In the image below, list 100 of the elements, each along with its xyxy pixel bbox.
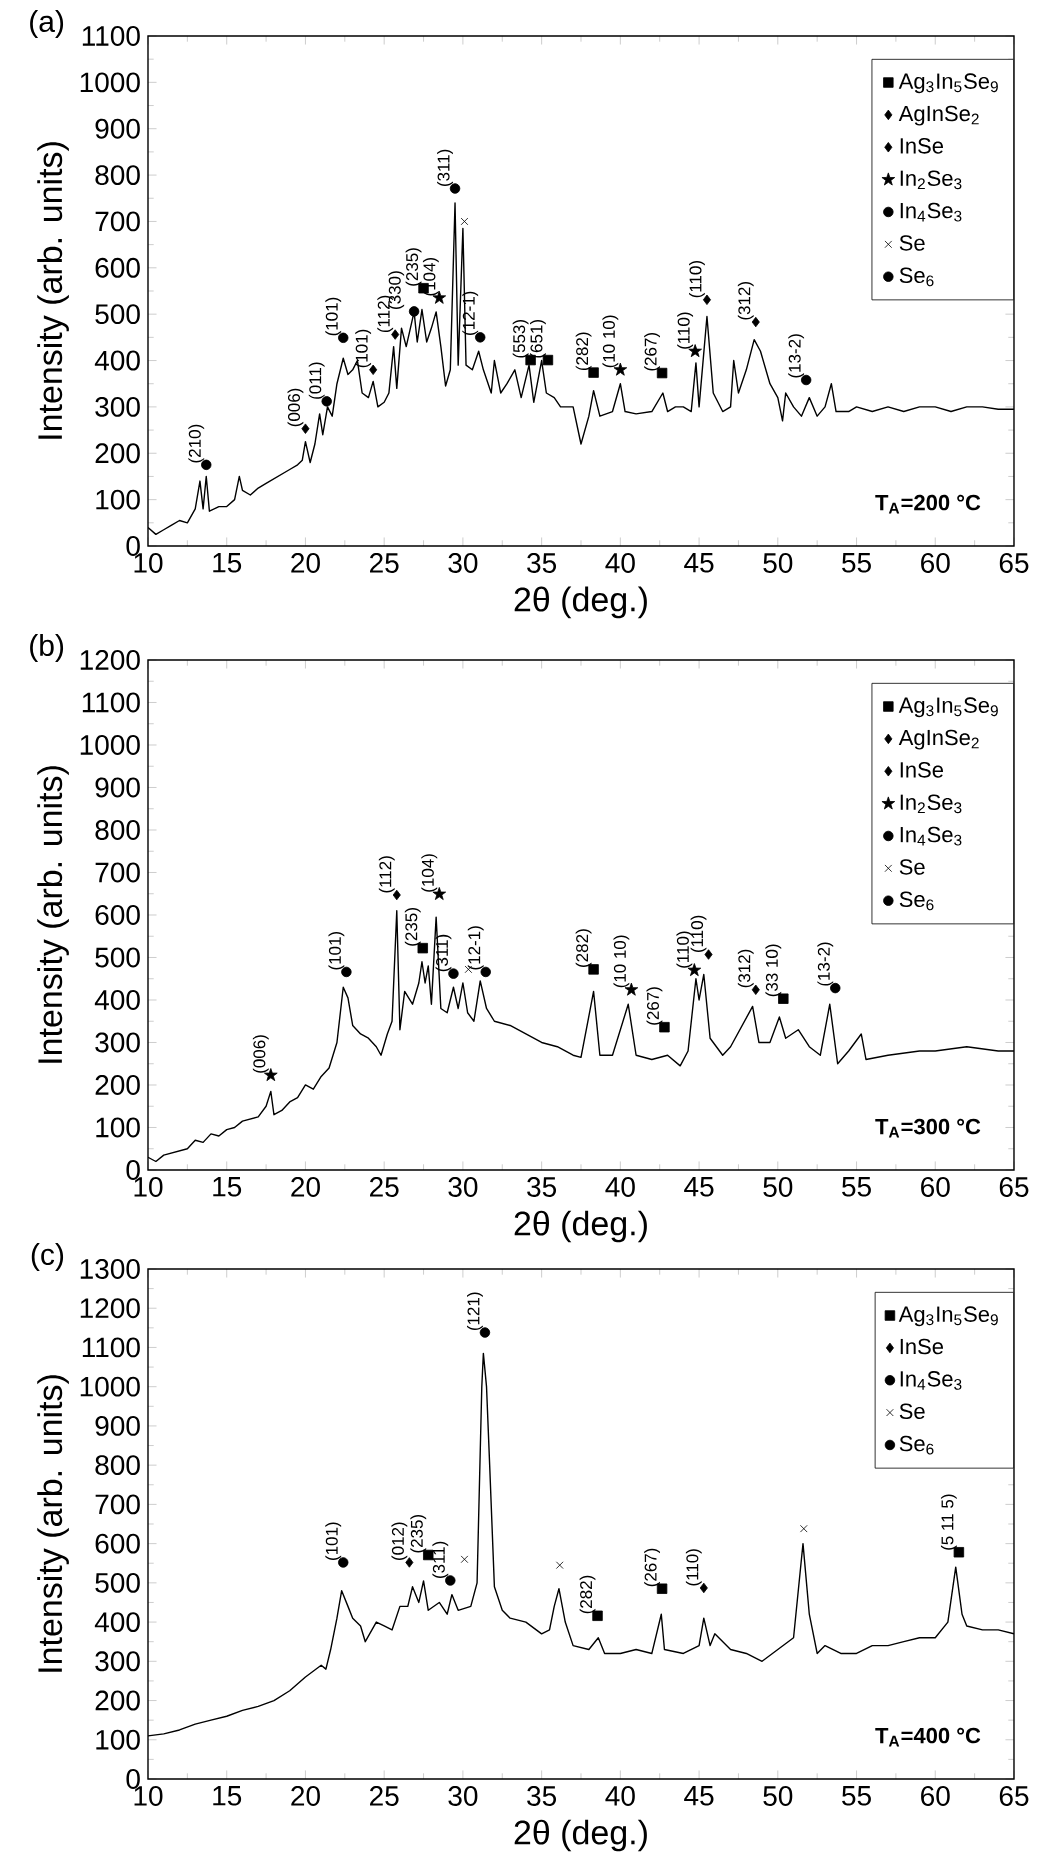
annotation: T$_{A}$=400 °C [875,1727,981,1747]
annotation: (101) [328,931,345,970]
y-tick-label: 1100 [82,692,140,713]
annotation: (267) [644,333,660,371]
legend-label: Ag$_{3}$In$_{5}$Se$_{9}$ [898,1306,998,1327]
y-tick-label: 200 [95,443,140,464]
y-tick-label: 300 [95,1651,140,1672]
annotation: (006) [252,1035,269,1073]
annotation: (311) [432,1541,449,1579]
x-tick-label: 50 [763,1177,793,1197]
y-tick-label: 700 [95,1494,140,1515]
y-tick-label: 400 [94,350,140,371]
x-tick-label: 25 [370,1786,399,1806]
chart-title: (c) [31,1243,64,1271]
y-tick-label: 400 [94,1612,140,1632]
annotation: (267) [644,1548,660,1587]
annotation: (10 10) [613,935,630,988]
y-tick-label: 600 [95,905,140,925]
annotation: (235) [405,248,422,286]
chart-title: (a) [30,10,64,38]
point [391,329,400,340]
point [555,1561,564,1569]
y-tick-label: 800 [95,165,140,185]
x-tick-label: 65 [999,1786,1029,1806]
annotation: (13-2) [788,334,805,378]
y-tick-label: 300 [95,1032,140,1053]
y-tick-label: 900 [95,1415,140,1436]
y-tick-label: 1100 [82,1337,140,1358]
x-tick-label: 60 [921,1177,950,1197]
x-tick-label: 15 [213,553,242,573]
annotation: (312) [737,282,754,320]
legend-label: Se [899,859,925,875]
y-tick-label: 100 [96,1117,140,1138]
annotation: (110) [689,261,705,298]
annotation: (011) [308,362,325,399]
legend-label: Se$_{6}$ [899,1435,934,1455]
annotation: T$_{A}$=300 °C [875,1118,981,1138]
annotation: (282) [575,332,592,371]
x-tick-label: 40 [605,553,635,573]
x-tick-label: 30 [448,1786,478,1806]
annotation: (5 11 5) [940,1494,957,1550]
legend-label: In$_{4}$Se$_{3}$ [900,826,962,846]
y-tick-label: 500 [95,1572,140,1593]
x-tick-label: 30 [448,553,478,573]
legend-label: In$_{4}$Se$_{3}$ [900,202,962,222]
annotation: (235) [404,908,421,946]
point [369,364,378,376]
y-tick-label: 1200 [80,1298,140,1319]
x-tick-label: 55 [842,553,871,573]
point [408,306,420,317]
x-tick-label: 20 [291,553,320,573]
y-tick-label: 1300 [80,1259,140,1279]
y-tick-label: 800 [95,820,140,840]
y-axis-title: Intensity (arb. units) [37,142,69,439]
x-tick-label: 30 [448,1177,478,1197]
annotation: (267) [646,987,663,1025]
legend-label: AgInSe$_{2}$ [898,729,979,750]
legend-label: In$_{2}$Se$_{3}$ [900,170,962,190]
x-tick-label: 50 [763,553,793,573]
legend-label: InSe [900,1338,944,1355]
y-tick-label: 500 [95,947,140,968]
x-tick-label: 50 [763,1786,793,1806]
legend-label: Se$_{6}$ [899,267,934,287]
x-tick-label: 55 [842,1786,871,1806]
annotation: (101) [325,297,342,336]
annotation: (311) [437,149,453,187]
point [460,217,469,226]
y-tick-label: 600 [95,257,140,278]
x-tick-label: 25 [370,1177,399,1197]
legend-label: InSe [900,138,944,154]
annotation: (12-1) [462,291,479,335]
y-tick-label: 200 [95,1690,140,1711]
x-tick-label: 45 [684,1177,714,1197]
annotation: (110) [677,312,694,349]
annotation: (235) [410,1514,427,1553]
x-tick-label: 45 [684,1786,714,1806]
legend-label: In$_{4}$Se$_{3}$ [900,1371,962,1390]
legend-label: Se$_{6}$ [899,891,934,911]
legend-label: Se [899,1403,925,1420]
x-tick-label: 35 [527,553,557,573]
y-tick-label: 100 [96,489,140,510]
annotation: (110) [685,1549,702,1586]
y-tick-label: 1000 [80,72,140,93]
y-tick-label: 900 [95,777,140,798]
y-axis-title: Intensity (arb. units) [37,766,69,1063]
chart-title: (b) [30,634,64,662]
y-tick-label: 900 [95,118,140,139]
y-tick-label: 1100 [82,26,140,46]
annotation: (312) [737,949,754,988]
annotation: T$_{A}$=200 °C [875,494,981,514]
annotation: (13-2) [817,942,834,986]
y-tick-label: 800 [95,1455,140,1476]
annotation: (12-1) [467,926,484,970]
x-tick-label: 60 [921,1786,950,1806]
annotation: (553) [512,320,529,358]
x-axis-title: 2θ (deg.) [514,586,647,619]
x-tick-label: 25 [370,553,399,573]
x-tick-label: 40 [605,1786,635,1806]
annotation: (282) [575,929,592,967]
x-tick-label: 65 [999,1177,1029,1197]
